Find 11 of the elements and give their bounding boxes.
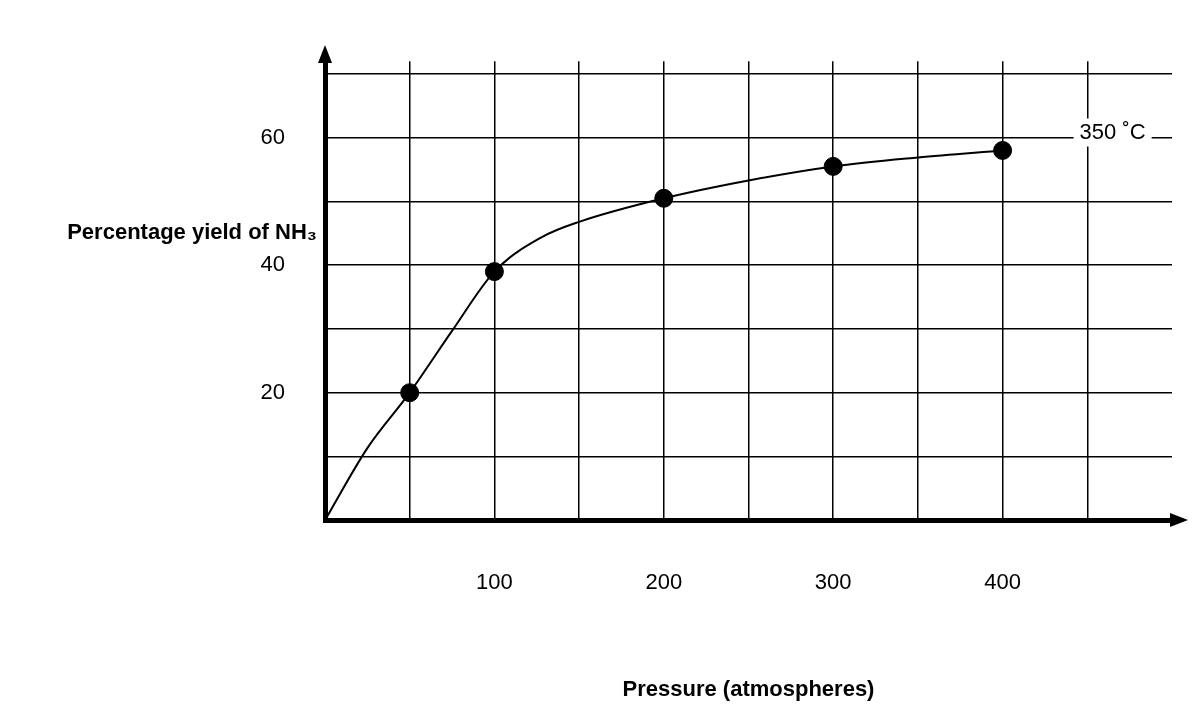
y-axis-title: Percentage yield of NH₃ xyxy=(67,219,317,245)
y-tick-label: 20 xyxy=(260,378,285,404)
x-tick-label: 100 xyxy=(476,569,513,595)
y-tick-label: 60 xyxy=(260,123,285,149)
point xyxy=(993,140,1013,160)
x-axis-title: Pressure (atmospheres) xyxy=(622,675,875,701)
x-tick-label: 300 xyxy=(814,569,852,595)
x-tick-label: 200 xyxy=(645,569,683,595)
y-tick-label: 40 xyxy=(260,251,285,277)
x-tick-label: 400 xyxy=(984,569,1021,595)
annotation: 350 ˚C xyxy=(1079,118,1146,144)
